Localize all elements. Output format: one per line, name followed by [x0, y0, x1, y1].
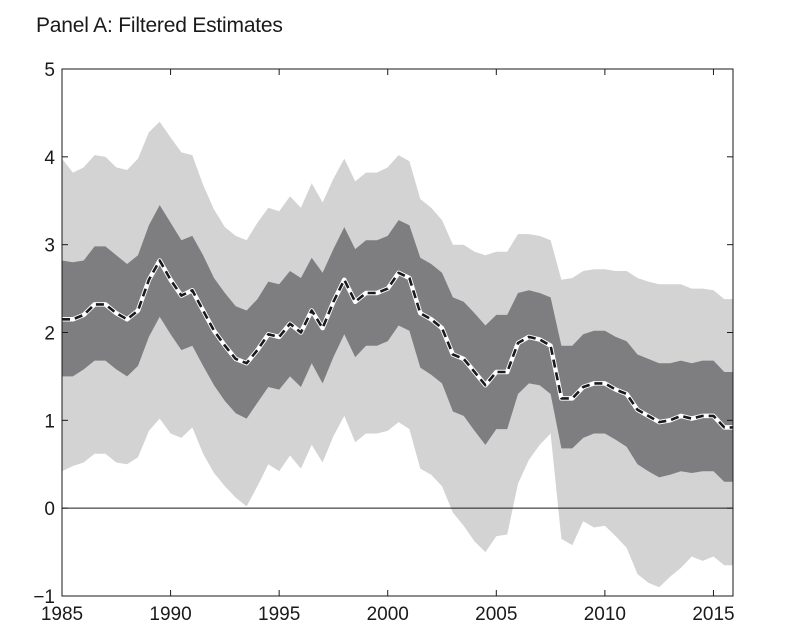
inner-confidence-band — [62, 205, 733, 482]
x-tick-label: 1985 — [41, 604, 83, 625]
y-tick-label: 0 — [44, 499, 55, 520]
x-tick-label: 1995 — [258, 604, 300, 625]
x-tick-label: 1990 — [149, 604, 191, 625]
estimate-line — [62, 259, 733, 429]
x-tick-label: 2000 — [367, 604, 409, 625]
y-tick-label: 1 — [44, 411, 55, 432]
y-tick-label: −1 — [33, 587, 55, 608]
x-tick-label: 2015 — [692, 604, 734, 625]
estimate-line-layer — [62, 258, 733, 430]
outer-confidence-band — [62, 121, 733, 588]
axis-ticks — [61, 68, 733, 597]
x-tick-label: 2005 — [475, 604, 517, 625]
axis-tick-labels: 1985 1990 1995 2000 2005 2010 2015 −1 0 1 2 3 4 5 — [33, 60, 734, 625]
y-tick-label: 5 — [44, 60, 55, 81]
y-tick-label: 2 — [44, 324, 55, 345]
confidence-bands — [62, 121, 733, 588]
y-tick-label: 4 — [44, 148, 55, 169]
chart-title: Panel A: Filtered Estimates — [36, 14, 283, 37]
x-tick-label: 2010 — [584, 604, 626, 625]
y-tick-label: 3 — [44, 236, 55, 257]
